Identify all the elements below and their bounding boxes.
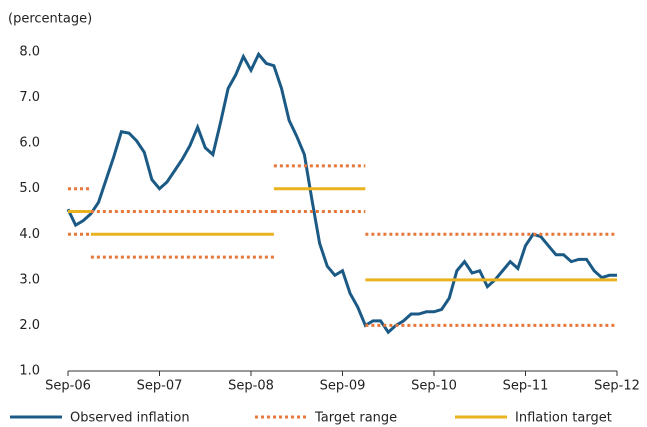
y-tick-label: 7.0 bbox=[19, 90, 40, 105]
legend-label: Target range bbox=[314, 411, 397, 426]
x-tick-label: Sep-07 bbox=[137, 379, 183, 394]
x-tick-label: Sep-10 bbox=[411, 379, 457, 394]
legend-label: Observed inflation bbox=[70, 411, 190, 426]
legend-label: Inflation target bbox=[515, 411, 612, 426]
x-tick-label: Sep-11 bbox=[503, 379, 549, 394]
x-tick-label: Sep-06 bbox=[45, 379, 91, 394]
x-tick-label: Sep-12 bbox=[594, 379, 640, 394]
y-tick-label: 1.0 bbox=[19, 364, 40, 379]
y-tick-label: 5.0 bbox=[19, 181, 40, 196]
y-axis-label: (percentage) bbox=[8, 12, 92, 27]
observed-line bbox=[66, 51, 617, 335]
y-tick-label: 2.0 bbox=[19, 318, 40, 333]
y-tick-label: 6.0 bbox=[19, 136, 40, 151]
x-tick-label: Sep-09 bbox=[320, 379, 366, 394]
x-tick-label: Sep-08 bbox=[228, 379, 274, 394]
y-tick-label: 4.0 bbox=[19, 227, 40, 242]
y-tick-label: 3.0 bbox=[19, 272, 40, 287]
y-tick-label: 8.0 bbox=[19, 45, 40, 60]
